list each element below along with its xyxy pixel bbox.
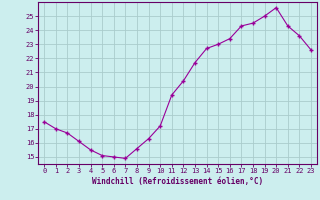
X-axis label: Windchill (Refroidissement éolien,°C): Windchill (Refroidissement éolien,°C) — [92, 177, 263, 186]
